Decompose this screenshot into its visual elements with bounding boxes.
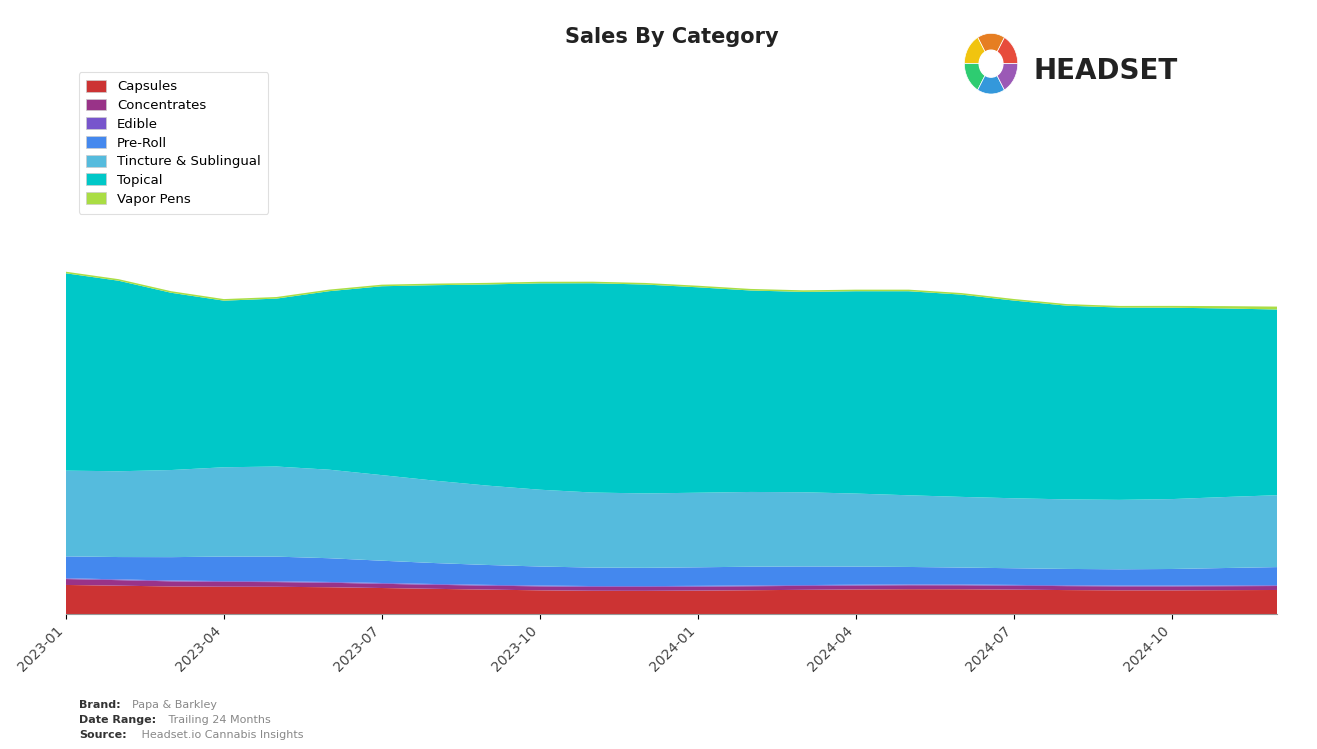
Title: Sales By Category: Sales By Category [565,27,778,47]
Legend: Capsules, Concentrates, Edible, Pre-Roll, Tincture & Sublingual, Topical, Vapor : Capsules, Concentrates, Edible, Pre-Roll… [79,72,269,213]
Wedge shape [977,34,1005,64]
Text: Papa & Barkley: Papa & Barkley [132,700,217,710]
Wedge shape [964,64,992,90]
Text: Source:: Source: [79,730,126,740]
Wedge shape [992,37,1018,64]
Wedge shape [992,64,1018,90]
Text: Headset.io Cannabis Insights: Headset.io Cannabis Insights [138,730,304,740]
Wedge shape [964,37,992,64]
Text: Trailing 24 Months: Trailing 24 Months [165,715,270,725]
Circle shape [980,50,1004,77]
Text: Date Range:: Date Range: [79,715,157,725]
Text: HEADSET: HEADSET [1034,57,1179,85]
Text: Brand:: Brand: [79,700,121,710]
Wedge shape [977,64,1005,94]
